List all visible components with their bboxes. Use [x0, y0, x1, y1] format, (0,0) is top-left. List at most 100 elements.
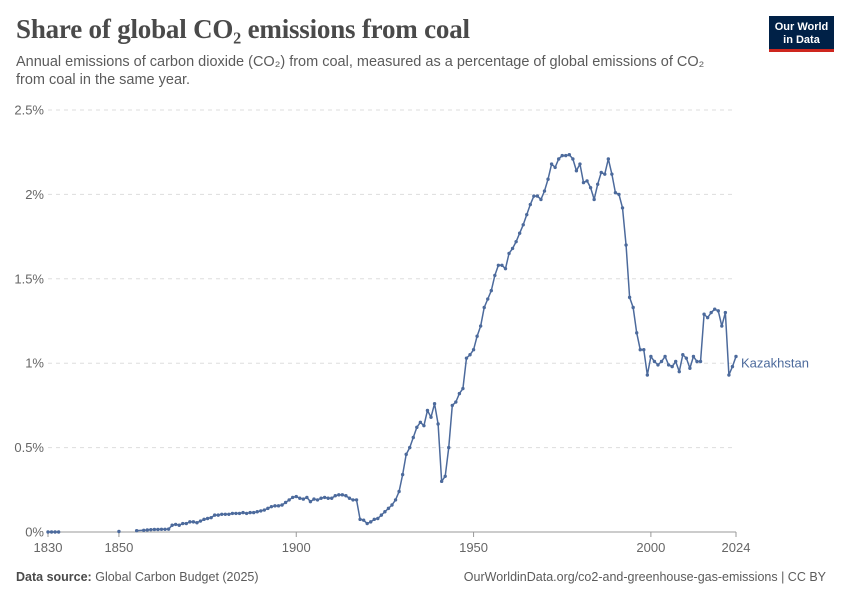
- data-point[interactable]: [262, 508, 267, 512]
- data-point[interactable]: [624, 243, 628, 247]
- data-point[interactable]: [170, 523, 174, 527]
- data-point[interactable]: [411, 435, 415, 440]
- data-point[interactable]: [478, 324, 483, 328]
- data-point[interactable]: [684, 356, 689, 360]
- data-point[interactable]: [273, 504, 277, 508]
- data-point[interactable]: [493, 273, 497, 278]
- data-point[interactable]: [542, 189, 547, 193]
- data-point[interactable]: [149, 527, 153, 532]
- data-point[interactable]: [383, 510, 387, 514]
- data-point[interactable]: [578, 162, 582, 166]
- data-point[interactable]: [237, 511, 242, 516]
- data-point[interactable]: [723, 310, 728, 315]
- data-point[interactable]: [198, 519, 203, 523]
- data-point[interactable]: [337, 493, 341, 497]
- data-point[interactable]: [581, 180, 586, 185]
- data-point[interactable]: [507, 251, 511, 256]
- data-point[interactable]: [574, 169, 579, 173]
- data-point[interactable]: [422, 423, 426, 428]
- data-point[interactable]: [259, 509, 263, 513]
- data-point[interactable]: [312, 497, 316, 501]
- data-point[interactable]: [390, 503, 394, 507]
- data-point[interactable]: [244, 511, 249, 516]
- data-point[interactable]: [173, 522, 178, 527]
- data-point[interactable]: [677, 369, 681, 374]
- data-point[interactable]: [432, 402, 437, 406]
- data-point[interactable]: [166, 527, 171, 531]
- data-point[interactable]: [567, 153, 572, 157]
- data-point[interactable]: [400, 472, 405, 477]
- data-point[interactable]: [330, 496, 334, 500]
- data-point[interactable]: [376, 516, 380, 521]
- data-point[interactable]: [617, 192, 621, 197]
- data-point[interactable]: [450, 403, 454, 408]
- data-point[interactable]: [461, 386, 465, 391]
- data-point[interactable]: [46, 530, 50, 534]
- data-point[interactable]: [369, 520, 373, 524]
- data-point[interactable]: [404, 452, 408, 457]
- data-point[interactable]: [642, 348, 646, 352]
- data-point[interactable]: [564, 153, 568, 158]
- data-point[interactable]: [298, 496, 302, 500]
- data-point[interactable]: [525, 212, 529, 217]
- data-point[interactable]: [659, 359, 664, 364]
- data-point[interactable]: [681, 353, 685, 357]
- data-point[interactable]: [517, 231, 522, 235]
- data-point[interactable]: [713, 307, 717, 311]
- data-point[interactable]: [351, 498, 355, 502]
- data-point[interactable]: [117, 529, 121, 534]
- data-point[interactable]: [443, 474, 447, 478]
- series-label[interactable]: Kazakhstan: [741, 356, 809, 371]
- data-point[interactable]: [592, 197, 596, 202]
- data-point[interactable]: [535, 194, 540, 198]
- data-point[interactable]: [322, 495, 327, 500]
- data-point[interactable]: [291, 495, 295, 500]
- data-point[interactable]: [230, 511, 235, 516]
- data-point[interactable]: [308, 499, 313, 504]
- data-point[interactable]: [358, 517, 362, 522]
- data-point[interactable]: [539, 197, 543, 202]
- data-point[interactable]: [202, 517, 206, 522]
- data-point[interactable]: [319, 496, 323, 500]
- data-point[interactable]: [212, 513, 217, 517]
- data-point[interactable]: [674, 359, 678, 364]
- data-point[interactable]: [305, 495, 309, 500]
- owid-logo[interactable]: Our World in Data: [769, 16, 834, 52]
- data-point[interactable]: [510, 246, 515, 251]
- data-point[interactable]: [152, 527, 157, 532]
- data-point[interactable]: [248, 510, 252, 515]
- data-point[interactable]: [500, 263, 504, 267]
- data-point[interactable]: [276, 504, 281, 508]
- data-point[interactable]: [344, 494, 348, 498]
- data-point[interactable]: [397, 489, 401, 494]
- data-point[interactable]: [209, 515, 213, 520]
- data-point[interactable]: [234, 511, 238, 516]
- data-point[interactable]: [326, 496, 330, 500]
- data-point[interactable]: [468, 353, 472, 357]
- data-point[interactable]: [184, 521, 189, 526]
- data-point[interactable]: [475, 334, 479, 338]
- data-point[interactable]: [333, 494, 337, 498]
- data-point[interactable]: [553, 165, 557, 170]
- data-point[interactable]: [482, 305, 486, 310]
- data-point[interactable]: [649, 354, 653, 359]
- data-point[interactable]: [585, 179, 589, 183]
- data-point[interactable]: [638, 348, 642, 352]
- data-point[interactable]: [613, 191, 618, 195]
- data-point[interactable]: [532, 194, 536, 198]
- data-point[interactable]: [280, 503, 284, 507]
- data-point[interactable]: [227, 512, 231, 516]
- data-point[interactable]: [439, 479, 444, 484]
- data-point[interactable]: [156, 527, 160, 532]
- data-point[interactable]: [379, 513, 384, 517]
- data-point[interactable]: [386, 506, 391, 511]
- data-point[interactable]: [663, 354, 667, 359]
- data-point[interactable]: [720, 324, 724, 328]
- data-point[interactable]: [588, 185, 593, 190]
- data-point[interactable]: [549, 162, 554, 166]
- data-point[interactable]: [635, 331, 639, 335]
- data-point[interactable]: [429, 415, 433, 419]
- data-point[interactable]: [447, 445, 451, 450]
- data-point[interactable]: [514, 239, 518, 244]
- data-point[interactable]: [436, 422, 440, 426]
